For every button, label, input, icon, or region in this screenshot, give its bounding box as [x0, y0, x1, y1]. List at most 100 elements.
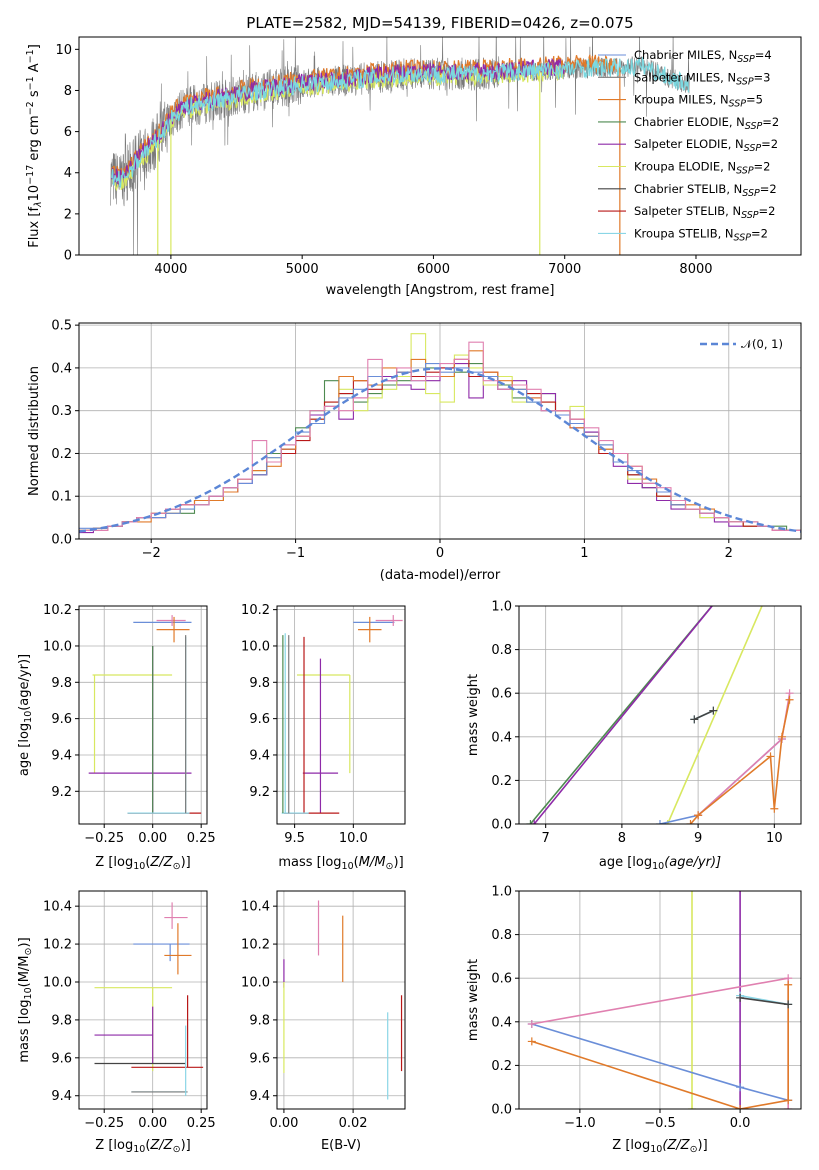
wz-ytick-label: 0.0 — [491, 1103, 512, 1118]
agemass-ytick-label: 9.2 — [249, 785, 270, 800]
wage-marker — [717, 591, 725, 599]
spectrum-xtick-label: 6000 — [417, 262, 450, 277]
legend-entry: Chabrier ELODIE, NSSP=2 — [634, 115, 779, 132]
massz-ytick-label: 9.6 — [51, 1051, 72, 1066]
spectrum-model-line — [111, 58, 566, 187]
wage-marker — [686, 820, 695, 824]
agemass-point — [375, 615, 403, 626]
wage-series-line — [693, 709, 714, 721]
wage-marker — [530, 820, 539, 824]
wage-xtick-label: 8 — [618, 831, 626, 846]
agez-xtick-label: 0.00 — [138, 831, 167, 846]
massz-point — [94, 987, 173, 1072]
legend-entry: Kroupa ELODIE, NSSP=2 — [634, 160, 771, 177]
agez-xtick-label: 0.25 — [187, 831, 216, 846]
wage-marker — [690, 715, 699, 724]
wage-series-line — [659, 738, 783, 824]
legend-entry: Chabrier MILES, NSSP=4 — [634, 48, 772, 65]
massz-point — [94, 1006, 154, 1064]
agemass-point — [302, 658, 339, 814]
wz-marker — [736, 1105, 745, 1109]
agez-ytick-label: 9.8 — [51, 676, 72, 691]
wage-series-line — [689, 699, 791, 824]
wage-series-line — [533, 606, 714, 824]
wage-marker — [656, 820, 664, 824]
hist-xtick-label: −2 — [142, 546, 161, 561]
massebv-ytick-label: 9.6 — [249, 1051, 270, 1066]
wage-xlabel: age [log10(age/yr)] — [599, 855, 721, 872]
wage-marker — [526, 820, 535, 824]
spectrum-ytick-label: 2 — [64, 207, 72, 222]
wz-series-line — [531, 984, 790, 1109]
agemass-frame — [276, 605, 406, 825]
massz-xlabel: Z [log10(Z/Z⊙)] — [95, 1138, 190, 1155]
normal-curve — [79, 367, 801, 533]
agemass-point — [284, 636, 340, 814]
wage-axes: 7 8 9 10 0.0 0.2 0.4 0.6 0.8 1.0 — [491, 591, 802, 846]
wage-ytick-label: 0.4 — [491, 730, 512, 745]
massz-point — [164, 923, 192, 975]
agez-frame — [78, 605, 208, 825]
agez-ytick-label: 9.6 — [51, 712, 72, 727]
hist-ytick-label: 0.2 — [51, 447, 72, 462]
agemass-ytick-label: 9.8 — [249, 676, 270, 691]
wage-marker — [777, 732, 786, 741]
hist-xtick-label: 2 — [725, 546, 733, 561]
spectrum-frame — [78, 36, 802, 256]
wz-ylabel: mass weight — [466, 959, 481, 1041]
massz-ylabel: mass [log10(M/M⊙)] — [17, 937, 34, 1062]
agez-xlabel: Z [log10(Z/Z⊙)] — [95, 855, 190, 872]
massz-xtick-label: 0.25 — [187, 1116, 216, 1131]
agez-ytick-label: 10.0 — [43, 639, 72, 654]
hist-xtick-label: 0 — [436, 546, 444, 561]
legend-entry: Salpeter MILES, NSSP=3 — [634, 70, 771, 87]
legend-entry: Salpeter ELODIE, NSSP=2 — [634, 137, 778, 154]
agez-ytick-label: 10.2 — [43, 603, 72, 618]
legend-entry: Kroupa MILES, NSSP=5 — [634, 93, 763, 110]
agez-axes: −0.25 0.00 0.25 9.2 9.4 9.6 9.8 10.0 10.2 — [43, 603, 216, 846]
legend-entry: Kroupa STELIB, NSSP=2 — [634, 226, 768, 243]
agez-ylabel: age [log10(age/yr)] — [17, 654, 34, 776]
wz-xtick-label: 0.0 — [730, 1116, 751, 1131]
massebv-ytick-label: 10.4 — [241, 900, 270, 915]
wz-ytick-label: 0.8 — [491, 928, 512, 943]
wage-marker — [763, 591, 771, 599]
wz-plot — [527, 876, 793, 1109]
agez-point — [156, 616, 190, 643]
hist-ylabel: Normed distribution — [27, 366, 42, 496]
agemass-ytick-label: 10.0 — [241, 639, 270, 654]
massebv-frame — [276, 890, 406, 1110]
hist-xtick-label: 1 — [580, 546, 588, 561]
agez-ytick-label: 9.4 — [51, 748, 72, 763]
agemass-xtick-label: 10.0 — [339, 831, 368, 846]
agemass-xlabel: mass [log10(M/M⊙)] — [278, 855, 403, 872]
spectrum-axes: 4000 5000 6000 7000 8000 0 2 4 6 8 10 — [55, 36, 802, 277]
wage-marker — [785, 695, 794, 704]
wage-marker — [694, 811, 703, 820]
spectrum-ytick-label: 10 — [55, 43, 72, 58]
hist-xtick-label: −1 — [286, 546, 305, 561]
spectrum-model-line — [111, 56, 690, 189]
hist-ytick-label: 0.1 — [51, 490, 72, 505]
wage-ytick-label: 0.6 — [491, 687, 512, 702]
massz-frame — [78, 890, 208, 1110]
agemass-axes: 9.5 10.0 9.2 9.4 9.6 9.8 10.0 10.2 — [241, 603, 406, 846]
normal-legend: 𝒩(0, 1) — [741, 337, 783, 351]
spectrum-xtick-label: 7000 — [548, 262, 581, 277]
wz-marker — [688, 1105, 697, 1109]
wage-xtick-label: 10 — [766, 831, 783, 846]
agemass-plot — [281, 615, 403, 814]
wage-ytick-label: 1.0 — [491, 600, 512, 615]
wz-marker — [527, 1019, 536, 1028]
massz-ytick-label: 10.4 — [43, 900, 72, 915]
spectrum-xlabel: wavelength [Angstrom, rest frame] — [326, 283, 555, 298]
agemass-point — [281, 633, 309, 814]
massz-point — [133, 943, 190, 962]
wz-marker — [736, 993, 745, 1002]
massebv-axes: 0.00 0.02 9.4 9.6 9.8 10.0 10.2 10.4 — [241, 890, 406, 1131]
hist-ytick-label: 0.0 — [51, 533, 72, 548]
wage-frame — [518, 605, 802, 825]
wz-marker — [736, 876, 744, 884]
wz-ytick-label: 1.0 — [491, 885, 512, 900]
spectrum-ylabel: Flux [fλ10−17 erg cm−2 s−1 A−1] — [25, 44, 44, 248]
